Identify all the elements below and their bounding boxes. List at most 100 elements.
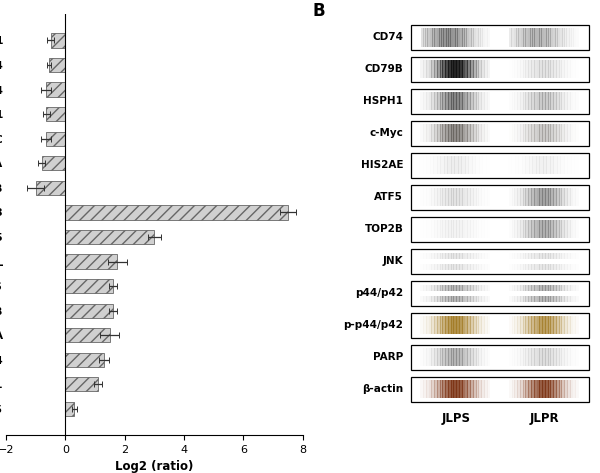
Bar [464,285,468,291]
Bar [452,28,455,47]
Bar [539,285,543,291]
Bar [553,220,557,238]
Bar [523,61,526,78]
Bar [428,285,432,291]
Bar [531,316,535,334]
Bar [484,264,488,270]
Bar [473,253,476,259]
Bar [440,296,443,302]
Bar [423,380,427,398]
Bar [456,93,460,110]
Bar [542,188,546,206]
Bar [426,380,430,398]
Bar [480,28,483,47]
Bar [548,61,551,78]
Bar [65,377,98,392]
Bar [434,220,438,238]
Bar [570,124,574,142]
Bar [487,28,490,47]
Bar [571,157,575,174]
Bar [478,285,482,291]
Bar [440,220,443,238]
Bar [420,380,424,398]
Bar [456,188,460,206]
Bar [567,61,571,78]
Bar [545,380,548,398]
Bar [528,285,532,291]
Bar [575,124,579,142]
Bar [451,188,454,206]
Bar [460,28,463,47]
Bar [440,285,443,291]
Bar [478,61,482,78]
Bar [470,188,474,206]
Bar [556,316,560,334]
Bar [456,264,460,270]
Bar [464,124,468,142]
Bar [459,380,463,398]
Bar [467,285,471,291]
Bar [487,124,490,142]
Bar [456,349,460,366]
Bar [536,296,540,302]
Bar [412,121,589,146]
Text: JLPR: JLPR [530,412,559,425]
Bar [514,296,518,302]
Bar [534,124,538,142]
Bar [461,157,466,174]
Bar [470,285,474,291]
Bar [484,220,488,238]
Bar [526,296,529,302]
Bar [445,285,449,291]
Bar [550,28,553,47]
Bar [523,285,526,291]
Bar [448,220,452,238]
Bar [462,349,466,366]
Bar [531,124,535,142]
Bar [531,188,535,206]
Bar [476,264,479,270]
Bar [467,316,471,334]
Bar [448,93,452,110]
Bar [454,349,457,366]
Bar [550,380,554,398]
Bar [481,93,485,110]
Bar [454,285,457,291]
Bar [442,264,446,270]
Bar [523,220,526,238]
Bar [509,220,512,238]
Bar [520,264,524,270]
Bar [473,220,476,238]
Bar [437,349,440,366]
Bar [512,93,515,110]
Bar [434,28,437,47]
Bar [514,264,518,270]
Bar [559,61,562,78]
Bar [470,93,474,110]
Bar [526,264,529,270]
Bar [570,253,574,259]
Bar [426,296,430,302]
Bar [548,316,551,334]
Bar [440,264,443,270]
Bar [514,188,518,206]
Bar [459,124,463,142]
Bar [567,316,571,334]
Bar [512,61,515,78]
Bar [567,157,572,174]
Bar [562,380,565,398]
Bar [431,264,435,270]
Bar [517,296,521,302]
Bar [478,124,482,142]
Bar [476,296,479,302]
Bar [534,188,538,206]
Bar [432,28,435,47]
Bar [420,124,424,142]
Bar [544,28,547,47]
Bar [470,264,474,270]
Bar [426,188,430,206]
Bar [467,188,471,206]
Bar [442,380,446,398]
Bar [512,296,515,302]
Bar [49,58,65,72]
